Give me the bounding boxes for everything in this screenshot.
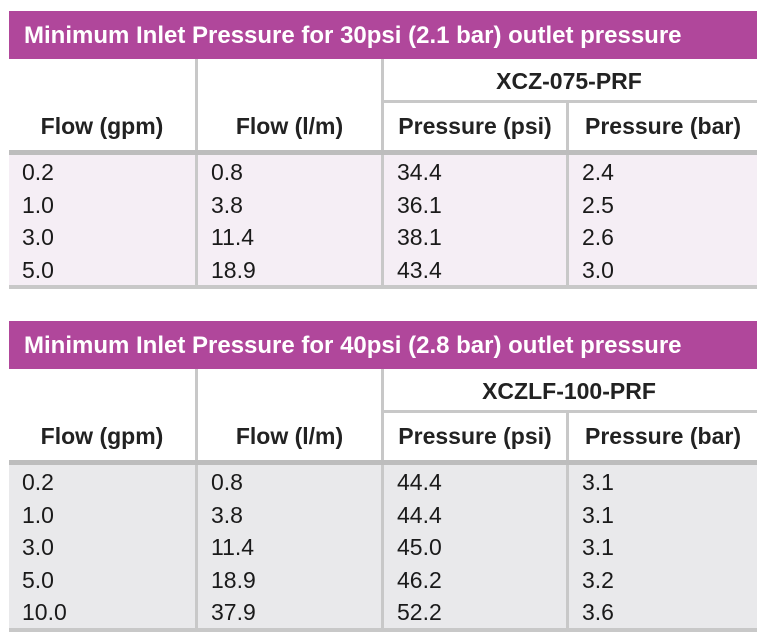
table-row: 1.0 3.8 44.4 3.1 — [9, 498, 757, 531]
model-header: XCZ-075-PRF — [381, 59, 757, 103]
table-row: 3.0 11.4 45.0 3.1 — [9, 530, 757, 563]
cell-pressure-bar: 2.4 — [582, 159, 614, 185]
cell-pressure-bar: 3.1 — [582, 501, 614, 528]
cell-pressure-bar: 2.5 — [582, 191, 614, 218]
column-divider — [381, 155, 384, 285]
header-separator — [9, 150, 757, 155]
cell-flow-lm: 18.9 — [211, 566, 256, 593]
header-flow-gpm: Flow (gpm) — [40, 113, 164, 139]
cell-flow-gpm: 5.0 — [22, 256, 54, 283]
table-title: Minimum Inlet Pressure for 40psi (2.8 ba… — [9, 321, 757, 369]
header-separator — [9, 460, 757, 465]
cell-flow-gpm: 0.2 — [22, 469, 54, 495]
column-divider — [195, 155, 198, 285]
header-flow-lm: Flow (l/m) — [235, 423, 344, 449]
cell-flow-gpm: 3.0 — [22, 224, 54, 250]
column-divider — [195, 465, 198, 628]
cell-pressure-psi: 44.4 — [397, 469, 442, 495]
cell-pressure-psi: 36.1 — [397, 191, 442, 218]
header-pressure-bar: Pressure (bar) — [585, 423, 741, 449]
cell-flow-lm: 3.8 — [211, 501, 243, 528]
cell-pressure-bar: 3.1 — [582, 534, 614, 560]
cell-pressure-psi: 34.4 — [397, 159, 442, 185]
table-row: 5.0 18.9 43.4 3.0 — [9, 253, 757, 286]
model-header: XCZLF-100-PRF — [381, 369, 757, 413]
column-divider — [566, 103, 569, 150]
cell-pressure-psi: 45.0 — [397, 534, 442, 560]
cell-pressure-bar: 3.0 — [582, 256, 614, 283]
column-divider — [566, 155, 569, 285]
cell-flow-gpm: 10.0 — [22, 599, 67, 625]
header-pressure-psi: Pressure (psi) — [398, 423, 552, 449]
column-divider — [381, 465, 384, 628]
header-pressure-psi: Pressure (psi) — [398, 113, 552, 139]
table-row: 1.0 3.8 36.1 2.5 — [9, 188, 757, 221]
table-body: 0.2 0.8 44.4 3.1 1.0 3.8 44.4 3.1 3.0 11… — [9, 465, 757, 628]
header-flow-gpm: Flow (gpm) — [40, 423, 164, 449]
cell-pressure-psi: 52.2 — [397, 599, 442, 625]
column-divider — [566, 413, 569, 460]
table-header: XCZLF-100-PRF Flow (gpm) Flow (l/m) Pres… — [9, 369, 757, 460]
table-row: 10.0 37.9 52.2 3.6 — [9, 595, 757, 628]
cell-pressure-bar: 3.6 — [582, 599, 614, 625]
cell-flow-lm: 11.4 — [211, 224, 255, 250]
cell-pressure-bar: 3.1 — [582, 469, 614, 495]
table-bottom-border — [9, 627, 757, 632]
cell-flow-gpm: 1.0 — [22, 501, 54, 528]
column-divider — [195, 369, 198, 460]
table-body: 0.2 0.8 34.4 2.4 1.0 3.8 36.1 2.5 3.0 11… — [9, 155, 757, 285]
column-divider — [566, 465, 569, 628]
cell-flow-lm: 0.8 — [211, 469, 243, 495]
column-divider — [381, 369, 384, 460]
cell-flow-gpm: 3.0 — [22, 534, 54, 560]
cell-flow-lm: 18.9 — [211, 256, 256, 283]
table-row: 0.2 0.8 34.4 2.4 — [9, 155, 757, 188]
table-row: 5.0 18.9 46.2 3.2 — [9, 563, 757, 596]
cell-pressure-bar: 3.2 — [582, 566, 614, 593]
cell-flow-lm: 11.4 — [211, 534, 255, 560]
cell-pressure-bar: 2.6 — [582, 224, 614, 250]
column-divider — [195, 59, 198, 150]
cell-flow-gpm: 0.2 — [22, 159, 54, 185]
table-title: Minimum Inlet Pressure for 30psi (2.1 ba… — [9, 11, 757, 59]
cell-pressure-psi: 38.1 — [397, 224, 442, 250]
pressure-table-40psi: Minimum Inlet Pressure for 40psi (2.8 ba… — [9, 321, 757, 632]
cell-pressure-psi: 43.4 — [397, 256, 442, 283]
table-header: XCZ-075-PRF Flow (gpm) Flow (l/m) Pressu… — [9, 59, 757, 150]
cell-flow-lm: 0.8 — [211, 159, 243, 185]
table-bottom-border — [9, 285, 757, 289]
cell-pressure-psi: 44.4 — [397, 501, 442, 528]
cell-flow-lm: 37.9 — [211, 599, 256, 625]
cell-pressure-psi: 46.2 — [397, 566, 442, 593]
pressure-table-30psi: Minimum Inlet Pressure for 30psi (2.1 ba… — [9, 11, 757, 289]
table-row: 0.2 0.8 44.4 3.1 — [9, 465, 757, 498]
header-pressure-bar: Pressure (bar) — [585, 113, 741, 139]
cell-flow-gpm: 1.0 — [22, 191, 54, 218]
column-divider — [381, 59, 384, 150]
cell-flow-gpm: 5.0 — [22, 566, 54, 593]
cell-flow-lm: 3.8 — [211, 191, 243, 218]
header-flow-lm: Flow (l/m) — [235, 113, 344, 139]
table-row: 3.0 11.4 38.1 2.6 — [9, 220, 757, 253]
